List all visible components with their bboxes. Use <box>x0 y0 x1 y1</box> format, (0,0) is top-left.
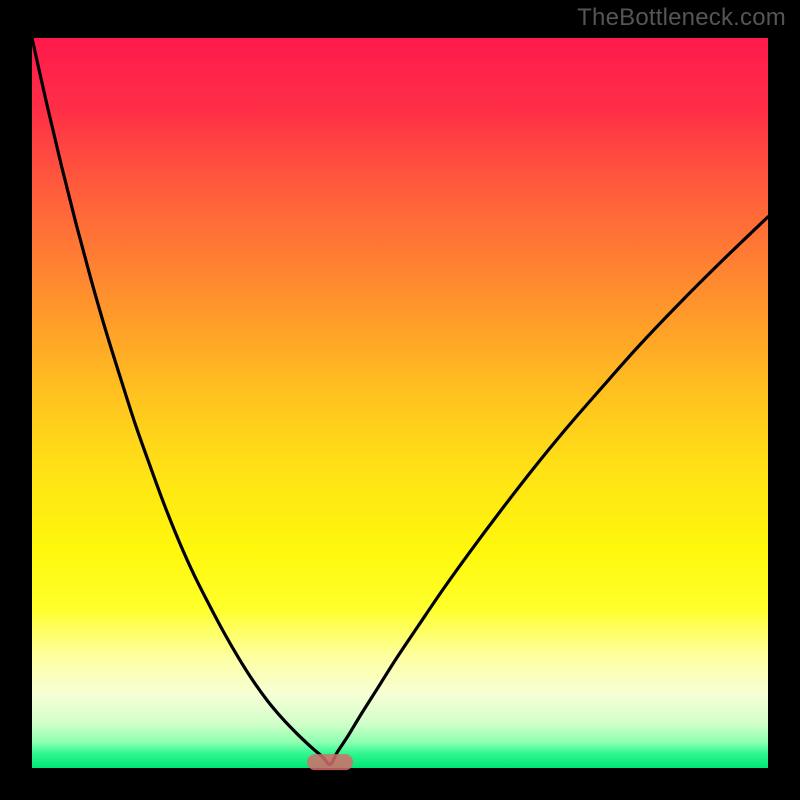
optimal-point-marker <box>307 754 353 770</box>
plot-background <box>32 38 768 768</box>
watermark-text: TheBottleneck.com <box>577 4 786 32</box>
chart-container: TheBottleneck.com <box>0 0 800 800</box>
bottleneck-curve-chart <box>0 0 800 800</box>
